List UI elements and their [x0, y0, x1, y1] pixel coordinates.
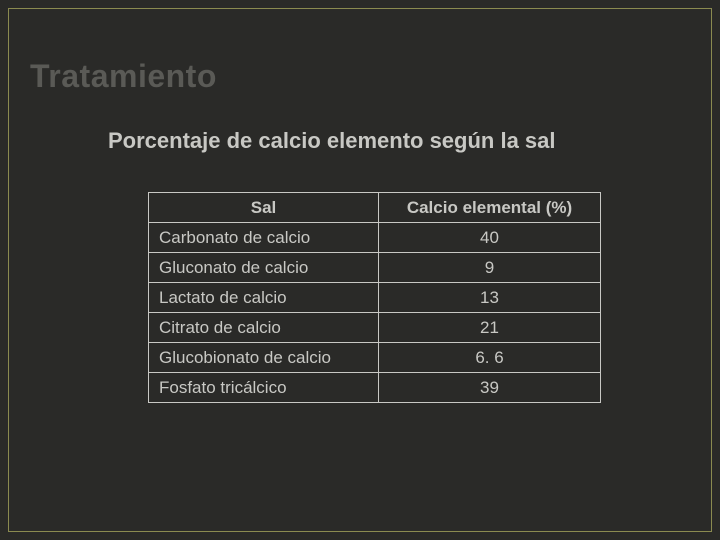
table-header-percent: Calcio elemental (%) [379, 193, 601, 223]
table-cell-val: 9 [379, 253, 601, 283]
table-row: Citrato de calcio 21 [149, 313, 601, 343]
table-cell-val: 39 [379, 373, 601, 403]
table-cell-sal: Carbonato de calcio [149, 223, 379, 253]
table-cell-val: 40 [379, 223, 601, 253]
page-title: Tratamiento [30, 58, 217, 95]
table-cell-val: 6. 6 [379, 343, 601, 373]
table-row: Glucobionato de calcio 6. 6 [149, 343, 601, 373]
table-cell-sal: Gluconato de calcio [149, 253, 379, 283]
table-row: Gluconato de calcio 9 [149, 253, 601, 283]
table-cell-sal: Citrato de calcio [149, 313, 379, 343]
table-cell-sal: Glucobionato de calcio [149, 343, 379, 373]
table-cell-sal: Lactato de calcio [149, 283, 379, 313]
table-row: Fosfato tricálcico 39 [149, 373, 601, 403]
table-row: Lactato de calcio 13 [149, 283, 601, 313]
table-header-sal: Sal [149, 193, 379, 223]
table-cell-sal: Fosfato tricálcico [149, 373, 379, 403]
page-subtitle: Porcentaje de calcio elemento según la s… [108, 128, 556, 154]
table-row: Carbonato de calcio 40 [149, 223, 601, 253]
calcium-salt-table: Sal Calcio elemental (%) Carbonato de ca… [148, 192, 601, 403]
table-header-row: Sal Calcio elemental (%) [149, 193, 601, 223]
table-cell-val: 13 [379, 283, 601, 313]
table-cell-val: 21 [379, 313, 601, 343]
